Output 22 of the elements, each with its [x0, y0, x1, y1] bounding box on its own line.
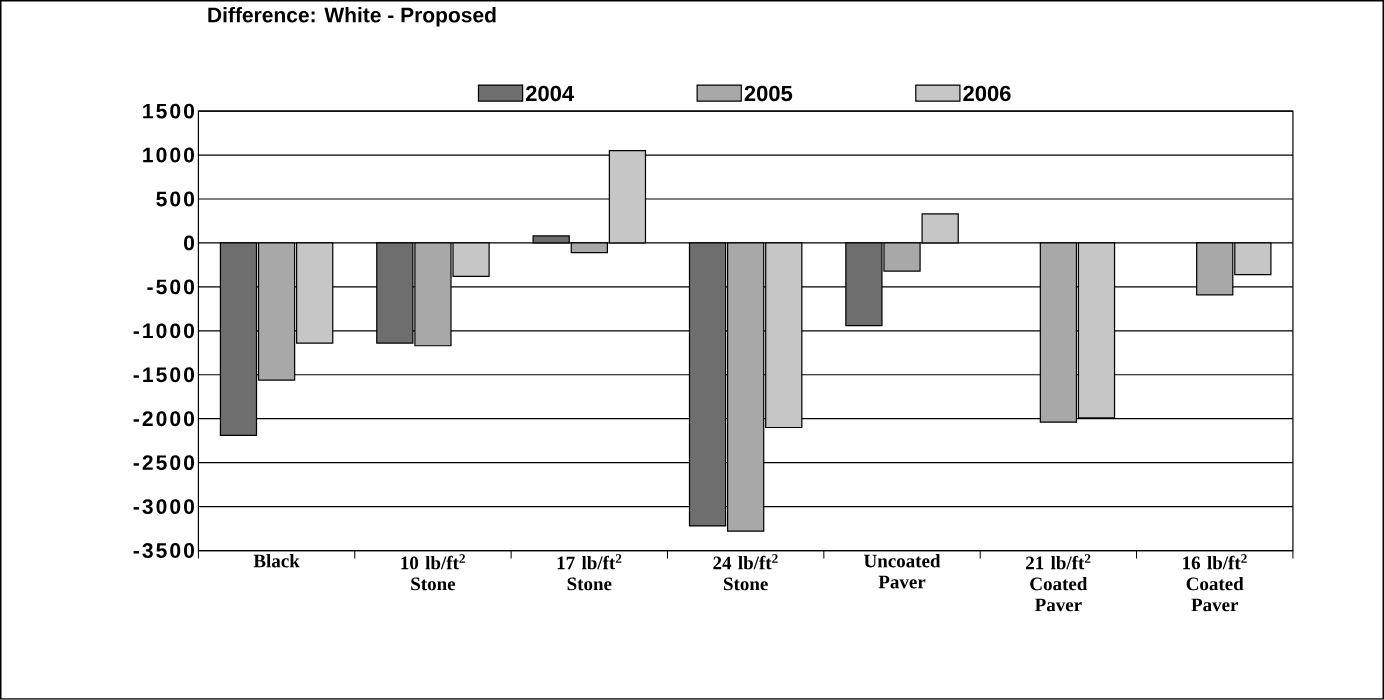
y-tick-label: 500 — [156, 191, 195, 207]
y-tick-label: -3000 — [133, 499, 195, 515]
legend-label: 2006 — [963, 85, 1011, 102]
y-tick-label: -2500 — [133, 455, 195, 471]
x-tick-label: Black — [253, 554, 300, 568]
x-tick-label: 21 lb/ft$^{2}$ Coated Paver — [1026, 554, 1091, 612]
x-tick-label: 16 lb/ft$^{2}$ Coated Paver — [1183, 554, 1247, 612]
x-tick-label: 10 lb/ft$^{2}$ Stone — [401, 554, 465, 591]
chart-title: Difference: White - Proposed — [208, 7, 496, 27]
y-tick-label: 1500 — [143, 103, 195, 119]
legend-label: 2004 — [525, 85, 575, 102]
y-tick-label: -500 — [147, 279, 195, 295]
y-tick-label: 0 — [184, 235, 195, 251]
y-tick-label: -3500 — [133, 543, 195, 559]
x-tick-label: Uncoated Paver — [863, 554, 941, 589]
legend-label: 2005 — [744, 85, 793, 102]
x-tick-label: 17 lb/ft$^{2}$ Stone — [557, 554, 622, 591]
y-tick-label: -1000 — [133, 323, 195, 339]
y-tick-label: 1000 — [143, 147, 195, 163]
x-tick-label: 24 lb/ft$^{2}$ Stone — [713, 554, 778, 591]
y-tick-label: -1500 — [133, 367, 195, 383]
y-tick-label: -2000 — [133, 411, 195, 427]
